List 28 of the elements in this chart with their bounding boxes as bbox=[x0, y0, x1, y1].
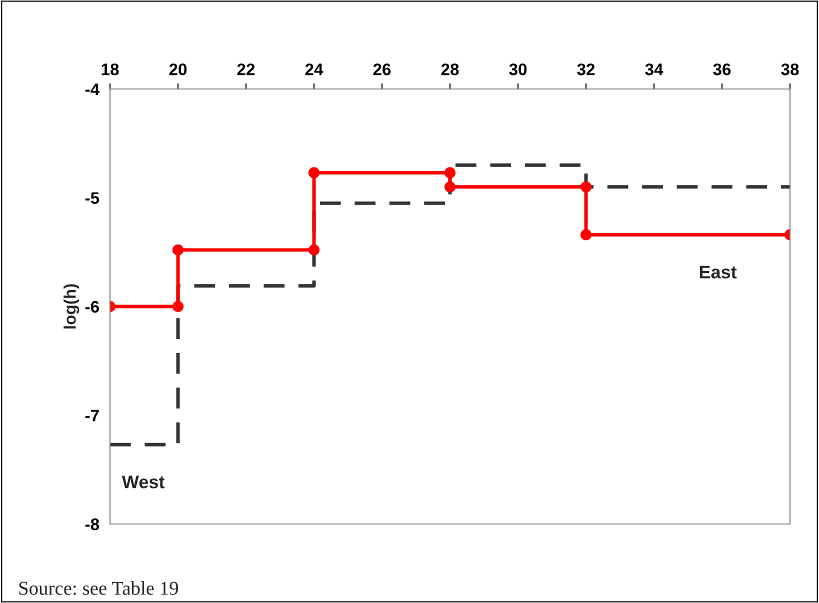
point bbox=[172, 244, 184, 256]
y-tick-label: -4 bbox=[85, 84, 100, 96]
x-tick-label: 28 bbox=[441, 63, 459, 76]
y-tick-label: -6 bbox=[85, 300, 99, 313]
point bbox=[308, 167, 320, 178]
x-tick-label: 30 bbox=[509, 63, 527, 76]
x-tick-label: 26 bbox=[373, 63, 391, 76]
x-tick-label: 24 bbox=[305, 63, 324, 76]
y-tick-label: -5 bbox=[85, 192, 100, 204]
y-tick-label: -7 bbox=[85, 410, 99, 422]
x-tick-label: 36 bbox=[713, 63, 731, 76]
point bbox=[172, 300, 184, 312]
y-tick-label: -8 bbox=[85, 518, 100, 530]
x-tick-label: 20 bbox=[169, 63, 187, 76]
point bbox=[580, 229, 592, 240]
x-tick-label: 32 bbox=[577, 63, 595, 76]
point bbox=[580, 181, 592, 192]
series-label: West bbox=[122, 476, 165, 488]
point bbox=[444, 181, 456, 192]
point bbox=[444, 167, 456, 178]
x-tick-label: 34 bbox=[645, 63, 664, 76]
series-label: East bbox=[700, 266, 737, 278]
x-tick-label: 18 bbox=[102, 63, 119, 76]
y-axis-title: log(h) bbox=[64, 284, 80, 328]
x-tick-label: 38 bbox=[781, 63, 799, 76]
x-tick-label: 22 bbox=[237, 63, 255, 76]
source-note: Source: see Table 19 bbox=[19, 581, 178, 595]
point bbox=[308, 244, 320, 256]
